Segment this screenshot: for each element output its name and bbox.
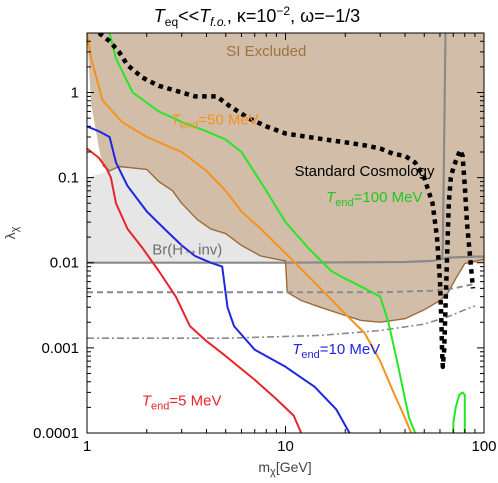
- series-dash-dot-gray: [87, 305, 476, 339]
- regions-layer: [87, 33, 484, 323]
- tend-50-label: Tend=50 MeV: [171, 112, 259, 132]
- title-t: T: [154, 6, 167, 26]
- series-t-end-10-mev: [87, 125, 351, 433]
- x-tick-label: 1: [83, 438, 91, 455]
- series-t-end-5-mev: [87, 147, 303, 433]
- series-t-end-100-mev-right: [452, 391, 466, 433]
- y-tick-label: 0.1: [58, 170, 79, 187]
- title-kappa-exp: −2: [276, 4, 290, 18]
- series-t-end-50-mev: [87, 33, 413, 433]
- series-si-excluded-boundary: [102, 164, 484, 323]
- annotations-layer: SI Excluded Br(H→inv) Standard Cosmology Te…: [142, 43, 435, 413]
- region-br-h-inv: [87, 166, 286, 263]
- series-t-end-100-mev: [108, 33, 417, 433]
- y-tick-label: 1: [71, 84, 79, 101]
- series-si-right-edge: [441, 33, 447, 258]
- tend-100-label: Tend=100 MeV: [326, 189, 422, 209]
- si-excluded-label: SI Excluded: [226, 43, 306, 60]
- tend-10-label: Tend=10 MeV: [292, 341, 380, 361]
- title-t2: T: [199, 6, 212, 26]
- tend-5-label: Tend=5 MeV: [142, 393, 222, 413]
- ticks-layer: 1 10 100 1 0.1 0.01 0.001 0.0001: [33, 32, 497, 455]
- x-axis-title: mχ[GeV]: [258, 459, 311, 478]
- x-tick-label: 10: [277, 438, 294, 455]
- title-fo-sub: f.o.: [210, 15, 227, 29]
- title-lt: <<: [178, 6, 199, 26]
- lines-layer: [87, 33, 484, 433]
- title-kappa: , κ=10: [227, 6, 277, 26]
- region-si-excluded: [87, 33, 484, 323]
- y-tick-label: 0.0001: [33, 425, 79, 442]
- y-tick-label: 0.01: [50, 255, 79, 272]
- standard-cosmology-label: Standard Cosmology: [294, 163, 435, 180]
- chart-title: Teq<<Tf.o., κ=10−2, ω=−1/3: [154, 4, 360, 29]
- br-hinv-label: Br(H→inv): [152, 242, 222, 259]
- title-eq-sub: eq: [165, 15, 178, 29]
- series-standard-cosmology: [97, 33, 476, 370]
- y-tick-label: 0.001: [41, 340, 79, 357]
- title-omega: , ω=−1/3: [290, 6, 360, 26]
- x-tick-label: 100: [471, 438, 496, 455]
- series-dashed-gray: [87, 283, 476, 294]
- y-axis-title: λχ: [2, 226, 21, 239]
